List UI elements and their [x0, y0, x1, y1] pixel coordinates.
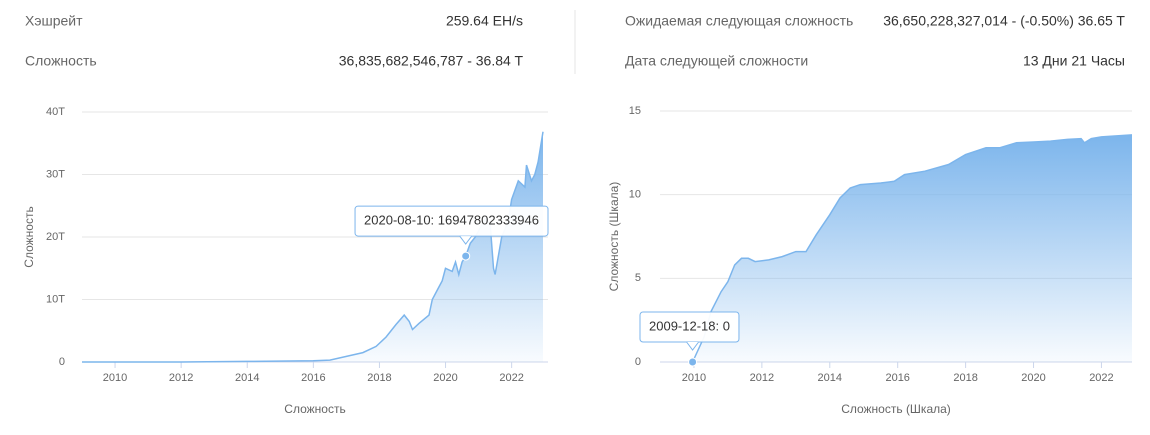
stat-label: Ожидаемая следующая сложность	[625, 13, 853, 29]
x-axis-title: Сложность	[284, 402, 345, 416]
x-tick-label: 2022	[499, 372, 523, 384]
x-tick-label: 2014	[235, 372, 259, 384]
y-tick-label: 5	[635, 272, 641, 284]
y-tick-label: 20T	[46, 231, 65, 243]
x-tick-label: 2010	[682, 372, 706, 384]
tooltip-pointer	[459, 235, 473, 245]
tooltip: 2020-08-10: 16947802333946	[354, 205, 549, 245]
x-tick-label: 2018	[367, 372, 391, 384]
x-tick-label: 2012	[169, 372, 193, 384]
y-tick-label: 30T	[46, 168, 65, 180]
area	[692, 134, 1132, 362]
hover-point	[688, 357, 698, 367]
y-axis-title: Сложность	[22, 206, 36, 267]
x-tick-label: 2016	[885, 372, 909, 384]
stat-label: Дата следующей сложности	[625, 53, 808, 69]
hover-point	[461, 251, 471, 261]
stat-value: 259.64 EH/s	[446, 13, 523, 29]
line	[82, 131, 544, 363]
line	[691, 134, 1133, 363]
x-tick-label: 2016	[301, 372, 325, 384]
x-tick-label: 2012	[750, 372, 774, 384]
y-tick-label: 0	[59, 356, 65, 368]
y-axis-title: Сложность (Шкала)	[607, 182, 621, 292]
area	[82, 131, 543, 362]
stat-value: 13 Дни 21 Часы	[1023, 53, 1125, 69]
stat-value: 36,650,228,327,014 - (-0.50%) 36.65 T	[883, 13, 1125, 29]
y-tick-label: 0	[635, 356, 641, 368]
y-tick-label: 40T	[46, 106, 65, 118]
x-tick-label: 2014	[818, 372, 842, 384]
x-tick-label: 2020	[1021, 372, 1045, 384]
y-tick-label: 10	[629, 189, 641, 201]
y-tick-label: 15	[629, 105, 641, 117]
x-tick-label: 2022	[1089, 372, 1113, 384]
stat-value: 36,835,682,546,787 - 36.84 T	[339, 53, 524, 69]
tooltip-box	[354, 205, 549, 237]
x-tick-label: 2010	[103, 372, 127, 384]
x-tick-label: 2020	[433, 372, 457, 384]
x-axis-title: Сложность (Шкала)	[841, 402, 951, 416]
stat-label: Сложность	[25, 53, 97, 69]
stat-label: Хэшрейт	[25, 13, 83, 29]
tooltip-pointer	[686, 341, 699, 351]
x-tick-label: 2018	[953, 372, 977, 384]
tooltip-text: 2020-08-10: 16947802333946	[364, 213, 539, 228]
tooltip-text: 2009-12-18: 0	[649, 318, 730, 333]
tooltip: 2009-12-18: 0	[639, 311, 740, 351]
y-tick-label: 10T	[46, 293, 65, 305]
